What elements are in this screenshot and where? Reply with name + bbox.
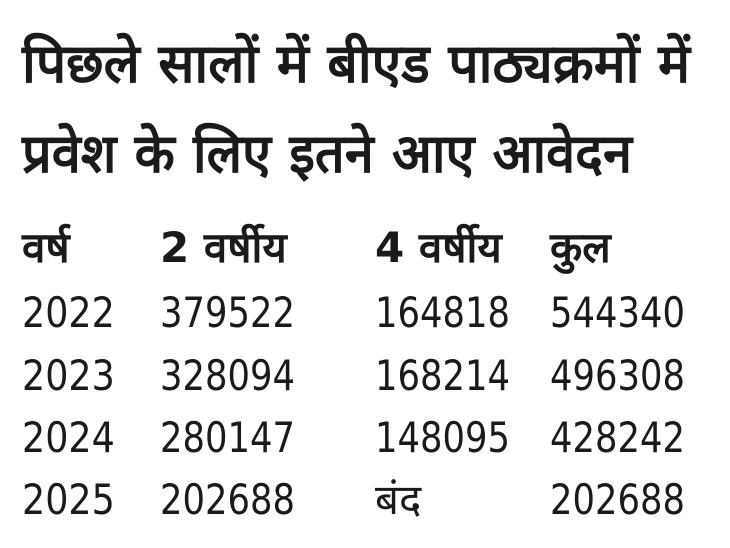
column-header: 4 वर्षीय xyxy=(375,223,503,272)
table-cell: 148095 xyxy=(375,413,510,462)
table-cell: 428242 xyxy=(550,413,685,462)
column-header: वर्ष xyxy=(21,223,72,272)
table-cell: 168214 xyxy=(375,351,510,400)
table-cell: 2025 xyxy=(22,475,115,524)
table-cell: 328094 xyxy=(160,351,295,400)
table-cell: 202688 xyxy=(160,475,295,524)
table-cell: 496308 xyxy=(550,351,685,400)
table-cell: 379522 xyxy=(160,288,295,337)
column-header: कुल xyxy=(549,223,612,274)
table-cell: बंद xyxy=(375,475,422,524)
table: वर्ष 2 वर्षीय 4 वर्षीय कुल 2022 379522 164818 5… xyxy=(21,223,685,524)
table-cell: 202688 xyxy=(550,475,685,524)
title-line: प्रवेश के लिए इतने आए आवेदन xyxy=(21,122,634,185)
table-cell: 2024 xyxy=(22,413,115,462)
table-cell: 280147 xyxy=(160,413,295,462)
column-header: 2 वर्षीय xyxy=(160,223,288,272)
table-cell: 164818 xyxy=(375,288,510,337)
table-cell: 2022 xyxy=(22,288,115,337)
title-line: पिछले सालों में बीएड पाठ्यक्रमों में xyxy=(21,32,692,95)
table-cell: 544340 xyxy=(550,288,685,337)
table-cell: 2023 xyxy=(22,351,115,400)
